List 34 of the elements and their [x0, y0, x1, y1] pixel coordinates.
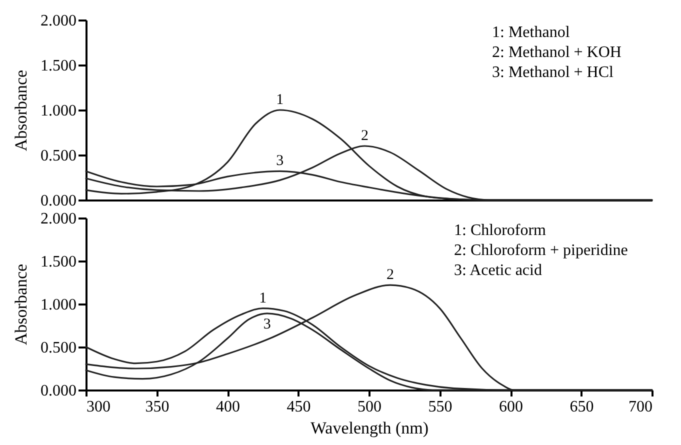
x-tick-label: 650 — [570, 398, 594, 416]
annotation: 1 — [276, 92, 284, 108]
y-tick-label: 0.500 — [40, 148, 76, 164]
y-tick-label: 1.000 — [40, 296, 76, 314]
y-tick-label: 1.500 — [40, 254, 76, 270]
x-axis-title: Wavelength (nm) — [310, 418, 429, 438]
x-tick-label: 300 — [86, 398, 110, 416]
x-tick-label: 600 — [499, 398, 523, 416]
y-tick-label: 0.000 — [40, 382, 76, 400]
x-tick-label: 400 — [216, 398, 240, 416]
y-tick-label: 1.500 — [40, 58, 76, 74]
y-tick-label: 2.000 — [40, 12, 76, 30]
annotation: 3 — [276, 153, 284, 170]
x-tick-label: 550 — [428, 398, 452, 416]
annotation: 1 — [259, 290, 267, 306]
y-tick-label: 1.000 — [40, 102, 76, 120]
annotation: 3: Methanol + HCl — [492, 64, 614, 81]
y-axis-title: Absorbance — [12, 264, 30, 346]
annotation: 1: Methanol — [492, 24, 570, 41]
annotation: 3 — [263, 316, 271, 332]
x-tick-label: 450 — [286, 398, 311, 416]
y-tick-label: 2.000 — [40, 210, 76, 228]
annotation: 2 — [386, 267, 394, 284]
annotation: 1: Chloroform — [454, 222, 547, 239]
x-tick-label: 700 — [628, 398, 652, 416]
x-tick-label: 500 — [358, 398, 382, 416]
annotation: 2: Chloroform + piperidine — [454, 242, 628, 259]
annotation: 3: Acetic acid — [454, 262, 542, 279]
y-axis-title: Absorbance — [12, 70, 30, 152]
y-tick-label: 0.000 — [40, 192, 76, 210]
y-tick-label: 0.500 — [40, 340, 76, 356]
annotation: 2: Methanol + KOH — [492, 44, 622, 61]
annotation: 2 — [361, 128, 369, 144]
x-tick-label: 350 — [145, 398, 170, 416]
